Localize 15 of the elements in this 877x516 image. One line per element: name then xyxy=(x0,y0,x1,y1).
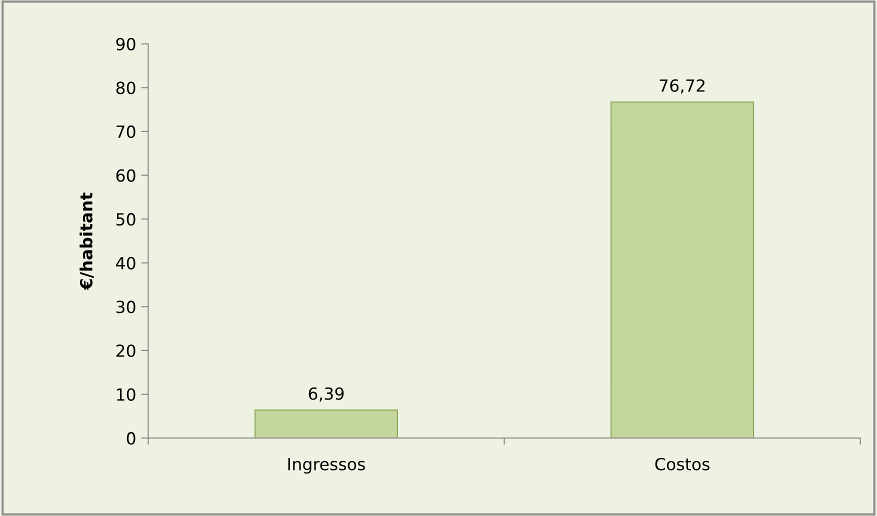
y-axis-title: €/habitant xyxy=(80,192,94,290)
y-tick-label: 80 xyxy=(116,82,136,94)
x-tick-label: Ingressos xyxy=(288,458,365,474)
y-tick-label: 50 xyxy=(116,213,136,226)
y-tick-label: 40 xyxy=(116,256,136,270)
y-tick-label: 20 xyxy=(116,344,136,358)
y-tick-label: 90 xyxy=(116,38,136,50)
x-tick-label: Costos xyxy=(655,458,710,470)
y-tick-label: 30 xyxy=(116,300,136,314)
y-tick-label: 0 xyxy=(126,432,136,445)
y-tick-label: 70 xyxy=(116,125,136,138)
y-tick-label: 10 xyxy=(117,388,136,401)
y-tick-label: 60 xyxy=(116,169,136,182)
data-label: 6,39 xyxy=(308,387,344,402)
data-label: 76,72 xyxy=(660,79,704,94)
